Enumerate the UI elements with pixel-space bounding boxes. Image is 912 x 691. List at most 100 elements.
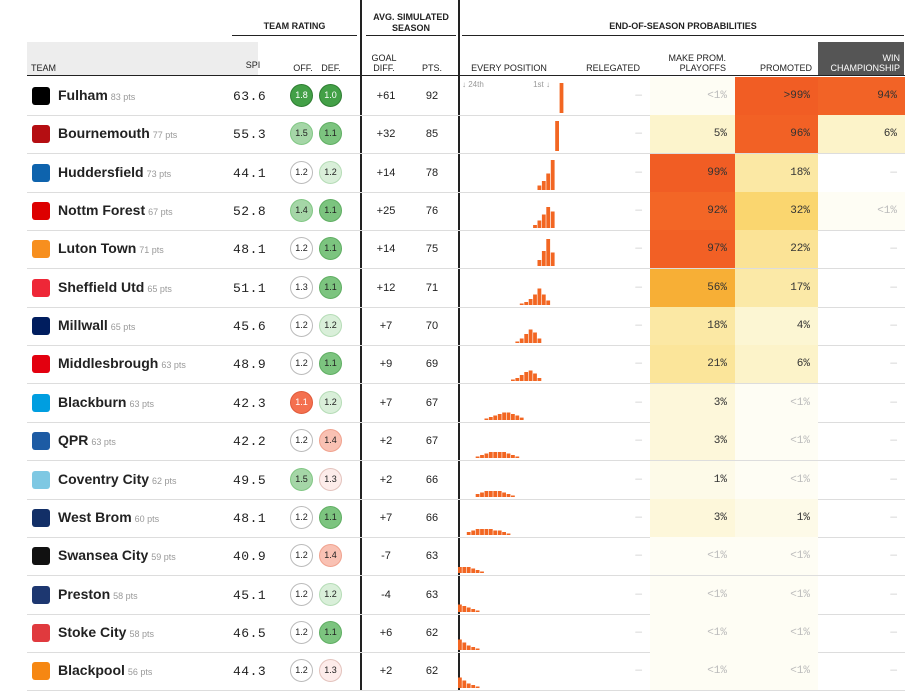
team-name[interactable]: Coventry City 62 pts: [58, 471, 177, 487]
position-bar: [515, 341, 520, 344]
table-row: Middlesbrough 63 pts 48.9 1.2 1.1 +9 69 — 21% 6% —: [27, 345, 905, 385]
team-name[interactable]: Middlesbrough 63 pts: [58, 355, 186, 371]
team-name[interactable]: Blackpool 56 pts: [58, 662, 152, 678]
team-header-background: [27, 42, 258, 75]
position-bar: [488, 528, 493, 535]
avg-sim-group-header: AVG. SIMULATED SEASON: [366, 12, 456, 34]
team-current-points: 71 pts: [139, 245, 164, 256]
team-crest-icon: [32, 317, 50, 336]
team-name[interactable]: QPR 63 pts: [58, 432, 116, 448]
col-relegated[interactable]: RELEGATED: [586, 63, 640, 73]
team-name-text: Bournemouth: [58, 125, 150, 142]
position-bar: [511, 379, 515, 382]
position-bar: [458, 639, 462, 650]
team-crest-icon: [32, 163, 50, 182]
col-off[interactable]: OFF.: [293, 63, 313, 73]
goal-diff-value: +7: [379, 320, 393, 333]
position-bar: [550, 159, 555, 190]
def-rating: 1.4: [319, 544, 342, 568]
team-rating-group-rule: [232, 35, 357, 36]
team-name-text: Nottm Forest: [58, 202, 146, 219]
off-rating: 1.2: [290, 620, 313, 644]
playoffs-cell: 3%: [650, 383, 735, 422]
projected-points: 63: [425, 588, 439, 601]
col-promoted[interactable]: PROMOTED: [759, 63, 812, 73]
spi-value: 45.1: [233, 587, 267, 603]
relegated-cell: —: [635, 128, 642, 141]
col-make-playoffs[interactable]: MAKE PROM. PLAYOFFS: [650, 53, 726, 73]
relegated-cell: —: [635, 358, 642, 371]
team-name[interactable]: Nottm Forest 67 pts: [58, 202, 173, 218]
relegated-cell: —: [635, 550, 642, 563]
position-bar: [466, 645, 471, 650]
team-name[interactable]: Blackburn 63 pts: [58, 394, 154, 410]
def-rating: 1.1: [319, 620, 342, 644]
team-name[interactable]: Sheffield Utd 65 pts: [58, 279, 172, 295]
position-bar: [528, 298, 533, 305]
promoted-cell: <1%: [735, 613, 818, 652]
team-name[interactable]: Fulham 83 pts: [58, 87, 135, 103]
goal-diff-value: +14: [376, 243, 396, 256]
position-bar: [471, 646, 476, 650]
axis-label-1st: 1st ↓: [533, 80, 550, 89]
relegated-cell: —: [635, 473, 642, 486]
win-cell: —: [890, 511, 897, 524]
off-rating: 1.5: [290, 467, 313, 491]
col-goal-diff[interactable]: GOAL DIFF.: [366, 53, 402, 73]
team-name[interactable]: Millwall 65 pts: [58, 317, 135, 333]
position-distribution: [537, 159, 555, 190]
position-bar: [502, 412, 506, 420]
team-name-text: Millwall: [58, 317, 108, 334]
col-win-championship[interactable]: WIN CHAMPIONSHIP: [820, 53, 900, 73]
position-bar: [550, 252, 555, 267]
team-crest-icon: [32, 547, 50, 566]
team-name-text: Huddersfield: [58, 163, 144, 180]
position-bar: [480, 571, 484, 574]
position-bar: [541, 294, 546, 305]
position-bar: [524, 372, 529, 382]
off-rating: 1.2: [290, 237, 313, 261]
team-name[interactable]: Preston 58 pts: [58, 586, 138, 602]
col-spi[interactable]: SPI: [245, 60, 261, 70]
team-name[interactable]: Stoke City 58 pts: [58, 624, 154, 640]
def-rating: 1.2: [319, 160, 342, 184]
team-current-points: 58 pts: [129, 628, 154, 639]
spi-value: 52.8: [233, 204, 267, 220]
position-bar: [524, 334, 529, 344]
position-bar: [488, 452, 493, 459]
position-bar: [519, 303, 524, 305]
col-every-position: EVERY POSITION: [471, 63, 547, 73]
team-crest-icon: [32, 240, 50, 259]
spi-value: 40.9: [233, 549, 267, 565]
team-name[interactable]: Bournemouth 77 pts: [58, 125, 177, 141]
projected-points: 75: [425, 243, 439, 256]
position-bar: [493, 415, 498, 420]
team-name[interactable]: West Brom 60 pts: [58, 509, 159, 525]
promoted-cell: 17%: [735, 268, 818, 307]
relegated-cell: —: [635, 281, 642, 294]
team-name[interactable]: Huddersfield 73 pts: [58, 164, 171, 180]
col-def[interactable]: DEF.: [321, 63, 341, 73]
position-bar: [462, 642, 467, 650]
team-name[interactable]: Luton Town 71 pts: [58, 240, 164, 256]
col-pts[interactable]: PTS.: [421, 63, 442, 73]
team-name[interactable]: Swansea City 59 pts: [58, 547, 176, 563]
position-bar: [462, 680, 467, 689]
position-bar: [537, 260, 542, 267]
goal-diff-value: +12: [376, 281, 396, 294]
table-row: Millwall 65 pts 45.6 1.2 1.2 +7 70 — 18% 4% —: [27, 307, 905, 347]
position-bar: [471, 608, 476, 612]
promoted-cell: 1%: [735, 498, 818, 537]
position-bar: [502, 452, 506, 459]
relegated-cell: —: [635, 665, 642, 678]
def-rating: 1.2: [319, 390, 342, 414]
team-name-text: Swansea City: [58, 547, 149, 564]
team-crest-icon: [32, 393, 50, 412]
position-bar: [484, 528, 489, 535]
position-bar: [458, 677, 462, 689]
projected-points: 70: [425, 320, 439, 333]
playoffs-cell: 18%: [650, 307, 735, 346]
table-row: Coventry City 62 pts 49.5 1.5 1.3 +2 66 — 1% <1% —: [27, 460, 905, 500]
position-bar: [480, 528, 484, 535]
playoffs-cell: 3%: [650, 498, 735, 537]
